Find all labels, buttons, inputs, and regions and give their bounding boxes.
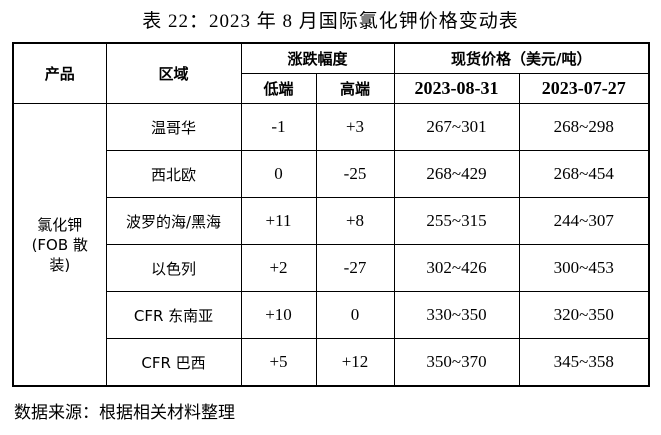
table-body: 氯化钾 (FOB 散装) 温哥华 -1 +3 267~301 268~298 西北欧 0 -25 2…	[12, 103, 650, 387]
region-cell: CFR 东南亚	[105, 291, 242, 339]
table-row: CFR 东南亚 +10 0 330~350 320~350	[13, 291, 650, 339]
region-cell: 波罗的海/黑海	[105, 197, 242, 245]
product-line: (FOB 散	[31, 235, 88, 254]
region-cell: CFR 巴西	[105, 338, 242, 387]
table-row: 西北欧 0 -25 268~429 268~454	[13, 150, 650, 198]
product-line: 装)	[49, 255, 71, 274]
header-cell: 区域	[105, 42, 242, 104]
value-cell: 302~426	[393, 244, 520, 292]
value-cell: +2	[240, 244, 317, 292]
value-cell: 268~298	[518, 103, 650, 151]
header-cell: 涨跌幅度	[240, 42, 395, 74]
value-cell: 255~315	[393, 197, 520, 245]
header-cell: 2023-08-31	[393, 73, 520, 104]
value-cell: +11	[240, 197, 317, 245]
value-cell: -25	[315, 150, 395, 198]
value-cell: +8	[315, 197, 395, 245]
header-cell: 2023-07-27	[518, 73, 650, 104]
region-cell: 温哥华	[105, 103, 242, 151]
value-cell: 0	[315, 291, 395, 339]
header-cell: 现货价格（美元/吨）	[393, 42, 650, 74]
product-cell: 氯化钾 (FOB 散装)	[12, 103, 107, 387]
value-cell: -27	[315, 244, 395, 292]
value-cell: +10	[240, 291, 317, 339]
value-cell: 268~429	[393, 150, 520, 198]
header-cell: 高端	[315, 73, 395, 104]
value-cell: 345~358	[518, 338, 650, 387]
value-cell: 0	[240, 150, 317, 198]
value-cell: 244~307	[518, 197, 650, 245]
table-row: 氯化钾 (FOB 散装) 温哥华 -1 +3 267~301 268~298	[12, 103, 650, 387]
value-cell: 320~350	[518, 291, 650, 339]
region-cell: 西北欧	[105, 150, 242, 198]
table-row: CFR 巴西 +5 +12 350~370 345~358	[13, 338, 650, 387]
price-table: 产品 区域 涨跌幅度 现货价格（美元/吨） 低端 高端 2023-08-31 2…	[12, 42, 651, 387]
value-cell: 267~301	[393, 103, 520, 151]
value-cell: 268~454	[518, 150, 650, 198]
value-cell: 300~453	[518, 244, 650, 292]
product-line: 氯化钾	[37, 215, 83, 234]
value-cell: -1	[240, 103, 317, 151]
header-cell: 低端	[240, 73, 317, 104]
region-cell: 以色列	[105, 244, 242, 292]
value-cell: +5	[240, 338, 317, 387]
value-cell: +3	[315, 103, 395, 151]
value-cell: 330~350	[393, 291, 520, 339]
value-cell: 350~370	[393, 338, 520, 387]
header-cell: 产品	[12, 42, 107, 104]
value-cell: +12	[315, 338, 395, 387]
table-title: 表 22：2023 年 8 月国际氯化钾价格变动表	[142, 11, 519, 32]
source-note: 数据来源：根据相关材料整理	[14, 403, 235, 423]
table-row: 以色列 +2 -27 302~426 300~453	[13, 244, 650, 292]
table-row: 波罗的海/黑海 +11 +8 255~315 244~307	[13, 197, 650, 245]
